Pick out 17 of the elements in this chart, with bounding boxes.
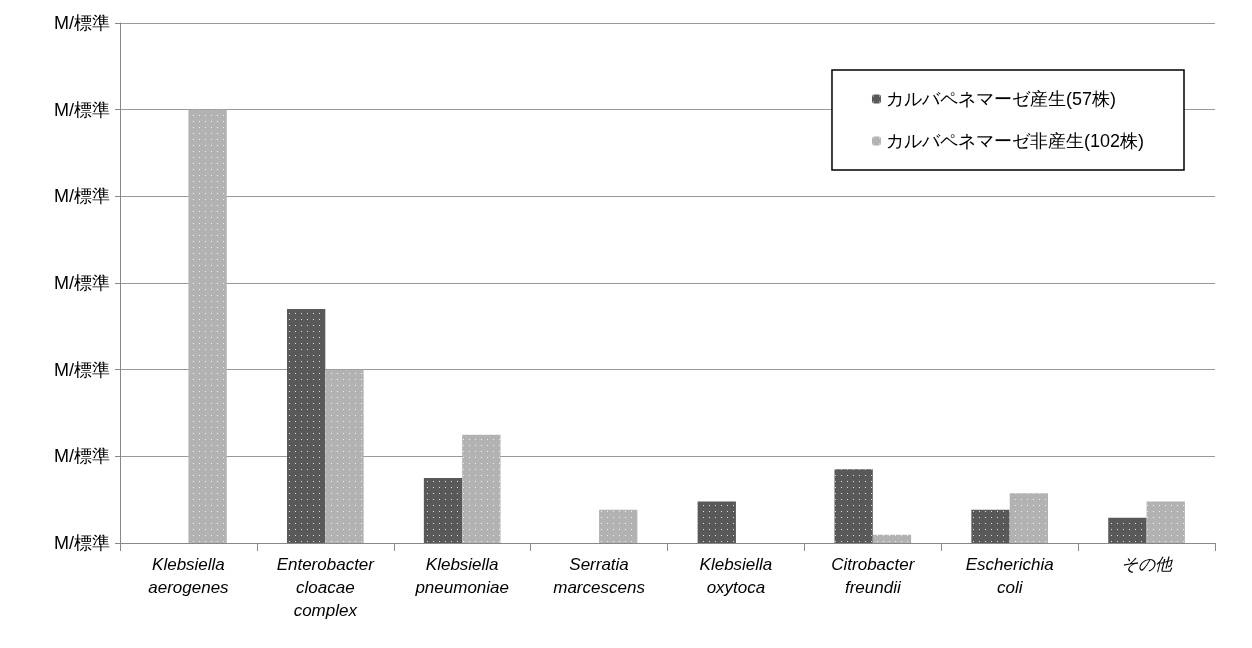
text: M/標準 xyxy=(54,99,110,120)
text: M/標準 xyxy=(54,273,110,293)
x-tick-label: Escherichia coli xyxy=(965,555,1054,597)
x-tick-label: Serratia marcescens xyxy=(553,555,646,597)
x-tick-label: Citrobacter freundii xyxy=(831,555,916,597)
text: M/標準 xyxy=(54,186,110,207)
x-tick-label: その他 xyxy=(1121,555,1174,574)
x-tick-label: Klebsiella aerogenes xyxy=(148,555,230,597)
legend-label: カルバペネマーゼ非産生(102株) xyxy=(885,131,1145,151)
text: M/標準 xyxy=(54,13,110,33)
x-tick-label: Enterobacter cloacae complex xyxy=(276,555,376,620)
x-tick-label: Klebsiella pneumoniae xyxy=(414,555,509,597)
text: M/標準 xyxy=(54,446,110,467)
text: M/標準 xyxy=(54,533,110,553)
x-tick-label: Klebsiella oxytoca xyxy=(699,555,773,597)
text: M/標準 xyxy=(54,359,110,380)
legend-label: カルバペネマーゼ産生(57株) xyxy=(885,89,1116,109)
